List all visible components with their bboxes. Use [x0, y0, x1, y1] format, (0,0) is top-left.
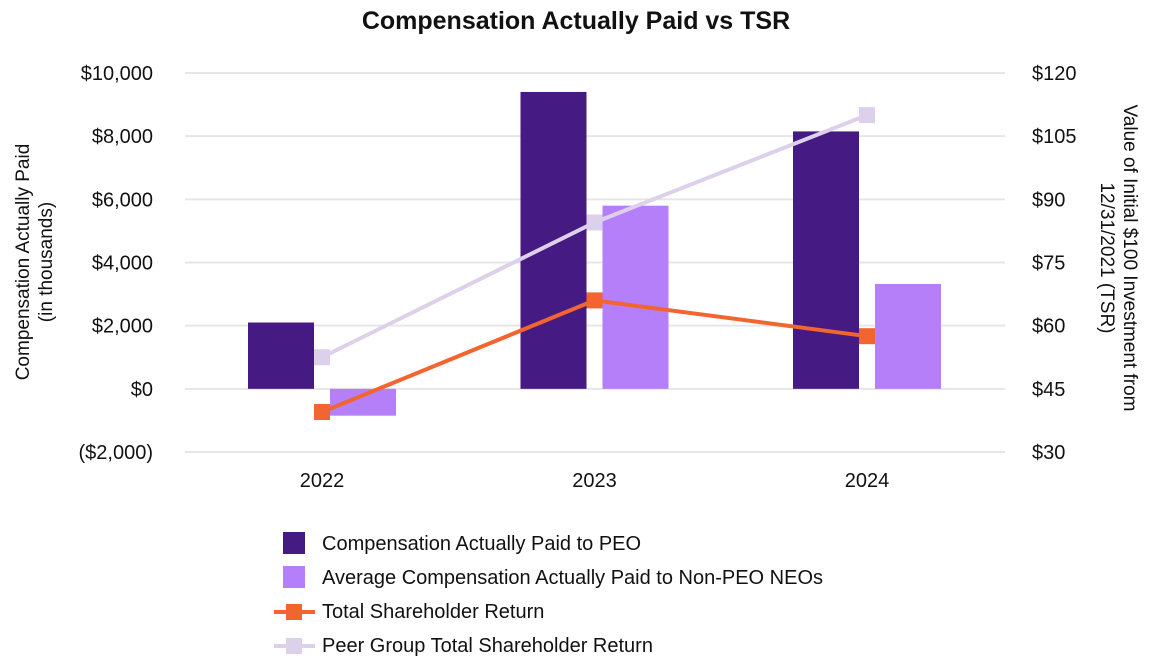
- right-tick-label: $90: [1032, 189, 1065, 211]
- left-tick-label: $2,000: [92, 316, 153, 338]
- bar-peo-2024: [793, 131, 859, 389]
- legend-item-tsr: Total Shareholder Return: [274, 601, 544, 623]
- left-tick-label: $8,000: [92, 126, 153, 148]
- bar-non-peo-2024: [875, 283, 941, 389]
- point-peer-tsr-2023: [586, 214, 603, 231]
- right-axis-title: Value of Initial $100 Investment from 12…: [1096, 105, 1140, 412]
- x-tick-label: 2024: [845, 470, 890, 492]
- legend-marker-tsr: [286, 604, 302, 620]
- right-axis-ticks: $30 $45 $60 $75 $90 $105 $120: [1032, 63, 1077, 464]
- right-axis-title-line-1: Value of Initial $100 Investment from: [1119, 105, 1140, 412]
- line-peer-tsr: [321, 113, 868, 360]
- right-tick-label: $60: [1032, 316, 1065, 338]
- legend-label-tsr: Total Shareholder Return: [322, 601, 544, 623]
- left-axis-title: Compensation Actually Paid (in thousands…: [13, 144, 57, 381]
- legend-swatch-non-peo: [283, 566, 305, 588]
- x-axis-ticks: 2022 2023 2024: [300, 470, 890, 492]
- legend-label-peo: Compensation Actually Paid to PEO: [322, 533, 641, 555]
- left-axis-ticks: ($2,000) $0 $2,000 $4,000 $6,000 $8,000 $10,00…: [79, 63, 154, 464]
- legend-label-peer-tsr: Peer Group Total Shareholder Return: [322, 635, 653, 657]
- bar-non-peo-2023: [602, 205, 669, 389]
- chart-title: Compensation Actually Paid vs TSR: [362, 7, 790, 35]
- left-tick-label: $4,000: [92, 253, 153, 275]
- left-tick-label: ($2,000): [79, 442, 154, 464]
- left-axis-title-line-1: Compensation Actually Paid: [13, 144, 34, 381]
- legend-item-peer-tsr: Peer Group Total Shareholder Return: [274, 635, 653, 657]
- right-tick-label: $75: [1032, 253, 1065, 275]
- right-axis-title-line-2: 12/31/2021 (TSR): [1096, 182, 1117, 333]
- left-axis-title-line-2: (in thousands): [36, 202, 57, 322]
- right-tick-label: $105: [1032, 126, 1077, 148]
- bar-peo-2023: [520, 91, 587, 389]
- point-peer-tsr-2022: [314, 349, 330, 366]
- gridlines: [185, 72, 1005, 453]
- point-peer-tsr-2024: [859, 107, 875, 124]
- legend-swatch-peo: [283, 532, 305, 554]
- bar-series: [248, 91, 941, 416]
- legend-item-non-peo: Average Compensation Actually Paid to No…: [283, 566, 823, 589]
- point-tsr-2024: [859, 328, 875, 345]
- legend-label-non-peo: Average Compensation Actually Paid to No…: [322, 567, 823, 589]
- point-tsr-2023: [586, 292, 603, 309]
- right-tick-label: $120: [1032, 63, 1077, 85]
- point-tsr-2022: [314, 403, 330, 420]
- legend-item-peo: Compensation Actually Paid to PEO: [283, 532, 641, 555]
- x-tick-label: 2023: [572, 470, 617, 492]
- right-tick-label: $30: [1032, 442, 1065, 464]
- x-tick-label: 2022: [300, 470, 345, 492]
- legend: Compensation Actually Paid to PEO Averag…: [274, 532, 823, 657]
- left-tick-label: $10,000: [81, 63, 153, 85]
- line-series: [314, 107, 875, 420]
- right-tick-label: $45: [1032, 379, 1065, 401]
- legend-marker-peer-tsr: [286, 638, 302, 654]
- left-tick-label: $6,000: [92, 189, 153, 211]
- bar-peo-2022: [248, 322, 314, 389]
- left-tick-label: $0: [131, 379, 153, 401]
- bar-non-peo-2022: [330, 388, 396, 416]
